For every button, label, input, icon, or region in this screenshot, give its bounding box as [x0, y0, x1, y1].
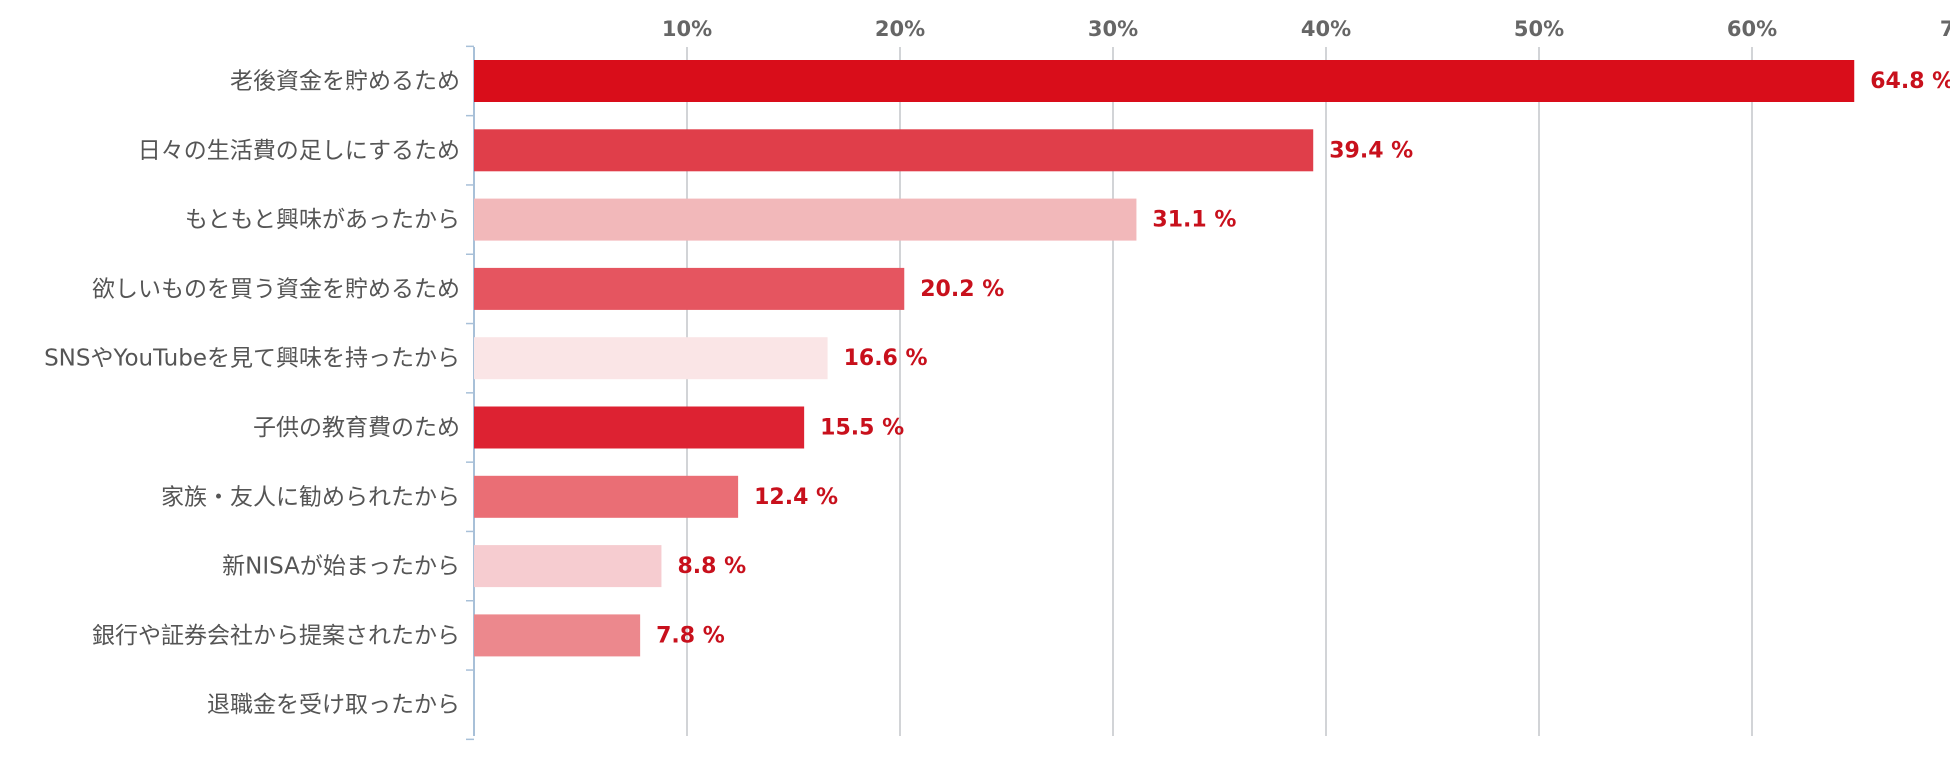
category-label: 欲しいものを買う資金を貯めるため	[92, 276, 460, 302]
value-label: 7.8 %	[656, 623, 725, 648]
x-tick-label: 20%	[875, 17, 925, 41]
value-label: 12.4 %	[754, 485, 838, 510]
category-label: 退職金を受け取ったから	[207, 692, 460, 718]
category-label: 銀行や証券会社から提案されたから	[92, 623, 460, 649]
bar	[474, 198, 1137, 241]
category-label: 子供の教育費のため	[253, 415, 460, 441]
bar	[474, 475, 739, 518]
category-label: 新NISAが始まったから	[222, 554, 460, 580]
x-tick-label: 10%	[662, 17, 712, 41]
category-label: 老後資金を貯めるため	[230, 69, 460, 95]
bar	[474, 614, 641, 657]
bar	[474, 129, 1314, 172]
value-label: 39.4 %	[1329, 138, 1413, 163]
value-label: 20.2 %	[920, 277, 1004, 302]
value-label: 15.5 %	[820, 416, 904, 441]
category-label: 家族・友人に勧められたから	[161, 484, 460, 510]
x-tick-label: 70%	[1940, 17, 1950, 41]
bar	[474, 337, 828, 380]
category-label: SNSやYouTubeを見て興味を持ったから	[44, 346, 460, 372]
bar	[474, 545, 662, 588]
x-tick-label: 30%	[1088, 17, 1138, 41]
value-label: 31.1 %	[1152, 208, 1236, 233]
value-label: 16.6 %	[844, 346, 928, 371]
bar	[474, 60, 1855, 102]
x-tick-label: 40%	[1301, 17, 1351, 41]
x-tick-label: 50%	[1514, 17, 1564, 41]
category-label: 日々の生活費の足しにするため	[138, 138, 460, 164]
value-label: 8.8 %	[677, 554, 746, 579]
value-label: 64.8 %	[1870, 69, 1950, 94]
category-label: もともと興味があったから	[185, 207, 460, 233]
bar	[474, 267, 905, 310]
bar	[474, 406, 805, 449]
x-tick-label: 60%	[1727, 17, 1777, 41]
